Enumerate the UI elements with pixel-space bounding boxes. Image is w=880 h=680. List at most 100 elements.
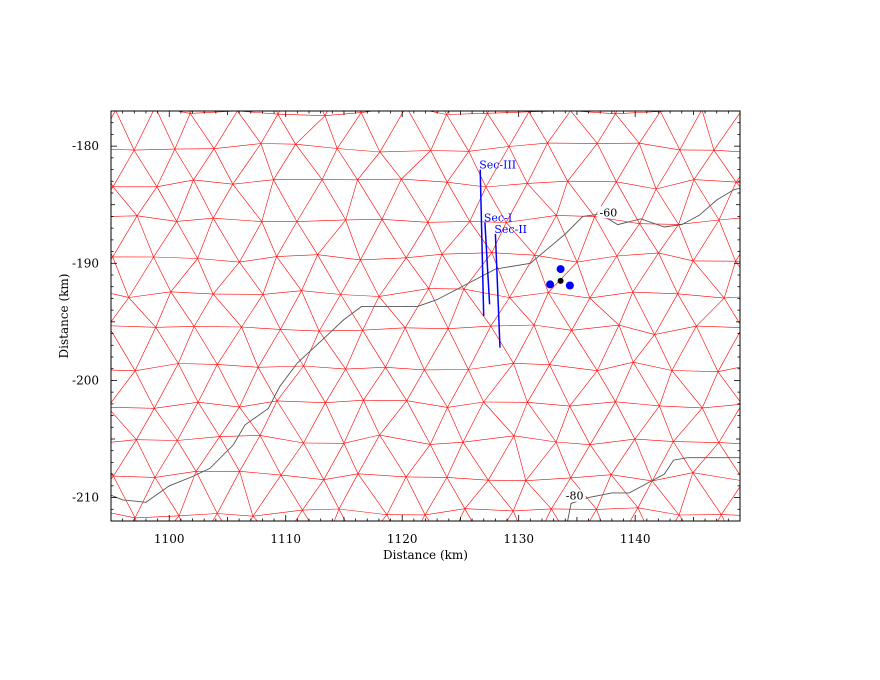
mesh-edge (362, 327, 406, 331)
mesh-edge (276, 111, 279, 115)
mesh-edge (764, 216, 778, 262)
mesh-edge (257, 587, 299, 589)
mesh-edge (713, 150, 737, 183)
mesh-edge (785, 370, 800, 402)
mesh-edge (616, 181, 640, 224)
mesh-edge (133, 149, 158, 187)
mesh-edge (176, 217, 214, 222)
mesh-edge (189, 111, 192, 114)
mesh-edge (571, 330, 598, 371)
mesh-edge (340, 294, 380, 297)
mesh-edge (111, 512, 136, 519)
mesh-edge (72, 550, 90, 590)
mesh-edge (548, 292, 572, 331)
mesh-edge (340, 259, 361, 295)
mesh-edge (424, 328, 449, 371)
mesh-edge (239, 471, 254, 517)
mesh-edge (135, 363, 179, 372)
mesh-edge (490, 325, 514, 364)
mesh-edge (718, 181, 737, 221)
mesh-edge (446, 114, 470, 152)
mesh-edge (220, 546, 238, 584)
mesh-edge (596, 324, 620, 371)
mesh-edge (134, 327, 157, 371)
mesh-edge (74, 401, 108, 407)
mesh-edge (551, 477, 571, 510)
mesh-edge (156, 179, 194, 188)
mesh-edge (385, 367, 425, 371)
mesh-edge (464, 508, 473, 521)
mesh-edge (232, 184, 263, 222)
mesh-edge (357, 473, 388, 515)
mesh-edge (154, 401, 199, 409)
mesh-edge (148, 552, 172, 584)
mesh-edge (637, 70, 682, 74)
mesh-edge (154, 477, 180, 516)
mesh-edge (547, 111, 571, 144)
mesh-edge (237, 111, 238, 112)
mesh-edge (589, 444, 612, 475)
mesh-edge (360, 111, 362, 113)
mesh-edge (615, 113, 640, 144)
mesh-edge (85, 70, 130, 78)
section-label: Sec-III (479, 159, 516, 172)
mesh-edge (343, 434, 380, 444)
y-tick-label: -180 (72, 139, 99, 153)
section-label: Sec-II (494, 223, 527, 236)
x-tick-label: 1110 (270, 532, 301, 546)
mesh-edge (360, 257, 407, 261)
mesh-edge (360, 112, 381, 153)
mesh-edge (618, 324, 655, 335)
mesh-edge (693, 179, 720, 221)
mesh-edge (527, 142, 548, 184)
mesh-edge (197, 364, 218, 403)
mesh-edge (155, 291, 172, 328)
mesh-edge (325, 546, 339, 591)
mesh-edge (85, 70, 116, 110)
mesh-edge (69, 217, 95, 261)
mesh-edge (639, 188, 657, 224)
mesh-edge (192, 546, 238, 554)
mesh-edge (528, 111, 530, 112)
mesh-edge (421, 584, 466, 586)
mesh-edge (549, 364, 598, 371)
mesh-edge (718, 442, 740, 444)
mesh-edge (490, 324, 535, 327)
mesh-edge (505, 183, 528, 223)
mesh-edge (633, 361, 672, 371)
mesh-edge (401, 178, 448, 183)
mesh-edge (485, 146, 510, 188)
mesh-edge (765, 516, 783, 548)
mesh-edge (556, 181, 568, 216)
mesh-edge (741, 76, 764, 111)
mesh-edge (785, 478, 807, 511)
mesh-edge (111, 475, 114, 477)
mesh-edge (408, 111, 431, 151)
mesh-edge (654, 334, 673, 371)
mesh-edge (441, 252, 492, 255)
mesh-edge (303, 330, 320, 367)
mesh-edge (589, 509, 597, 521)
mesh-edge (513, 324, 535, 364)
mesh-edge (219, 406, 240, 437)
mesh-edge (345, 368, 364, 401)
mesh-edge (514, 71, 548, 74)
mesh-edge (175, 111, 191, 114)
mesh-edge (673, 441, 694, 473)
mesh-edge (427, 182, 448, 223)
mesh-edge (513, 435, 527, 481)
mesh-edge (296, 219, 346, 222)
mesh-edge (570, 111, 598, 144)
mesh-edge (483, 363, 514, 403)
mesh-edge (113, 439, 137, 477)
mesh-edge (692, 219, 720, 262)
mesh-edge (194, 326, 242, 328)
mesh-edge (197, 218, 214, 259)
mesh-edge (259, 435, 282, 476)
mesh-edge (491, 252, 535, 256)
mesh-edge (556, 215, 595, 217)
mesh-edge (635, 585, 679, 589)
mesh-edge (405, 476, 426, 516)
mesh-edge (260, 114, 279, 144)
